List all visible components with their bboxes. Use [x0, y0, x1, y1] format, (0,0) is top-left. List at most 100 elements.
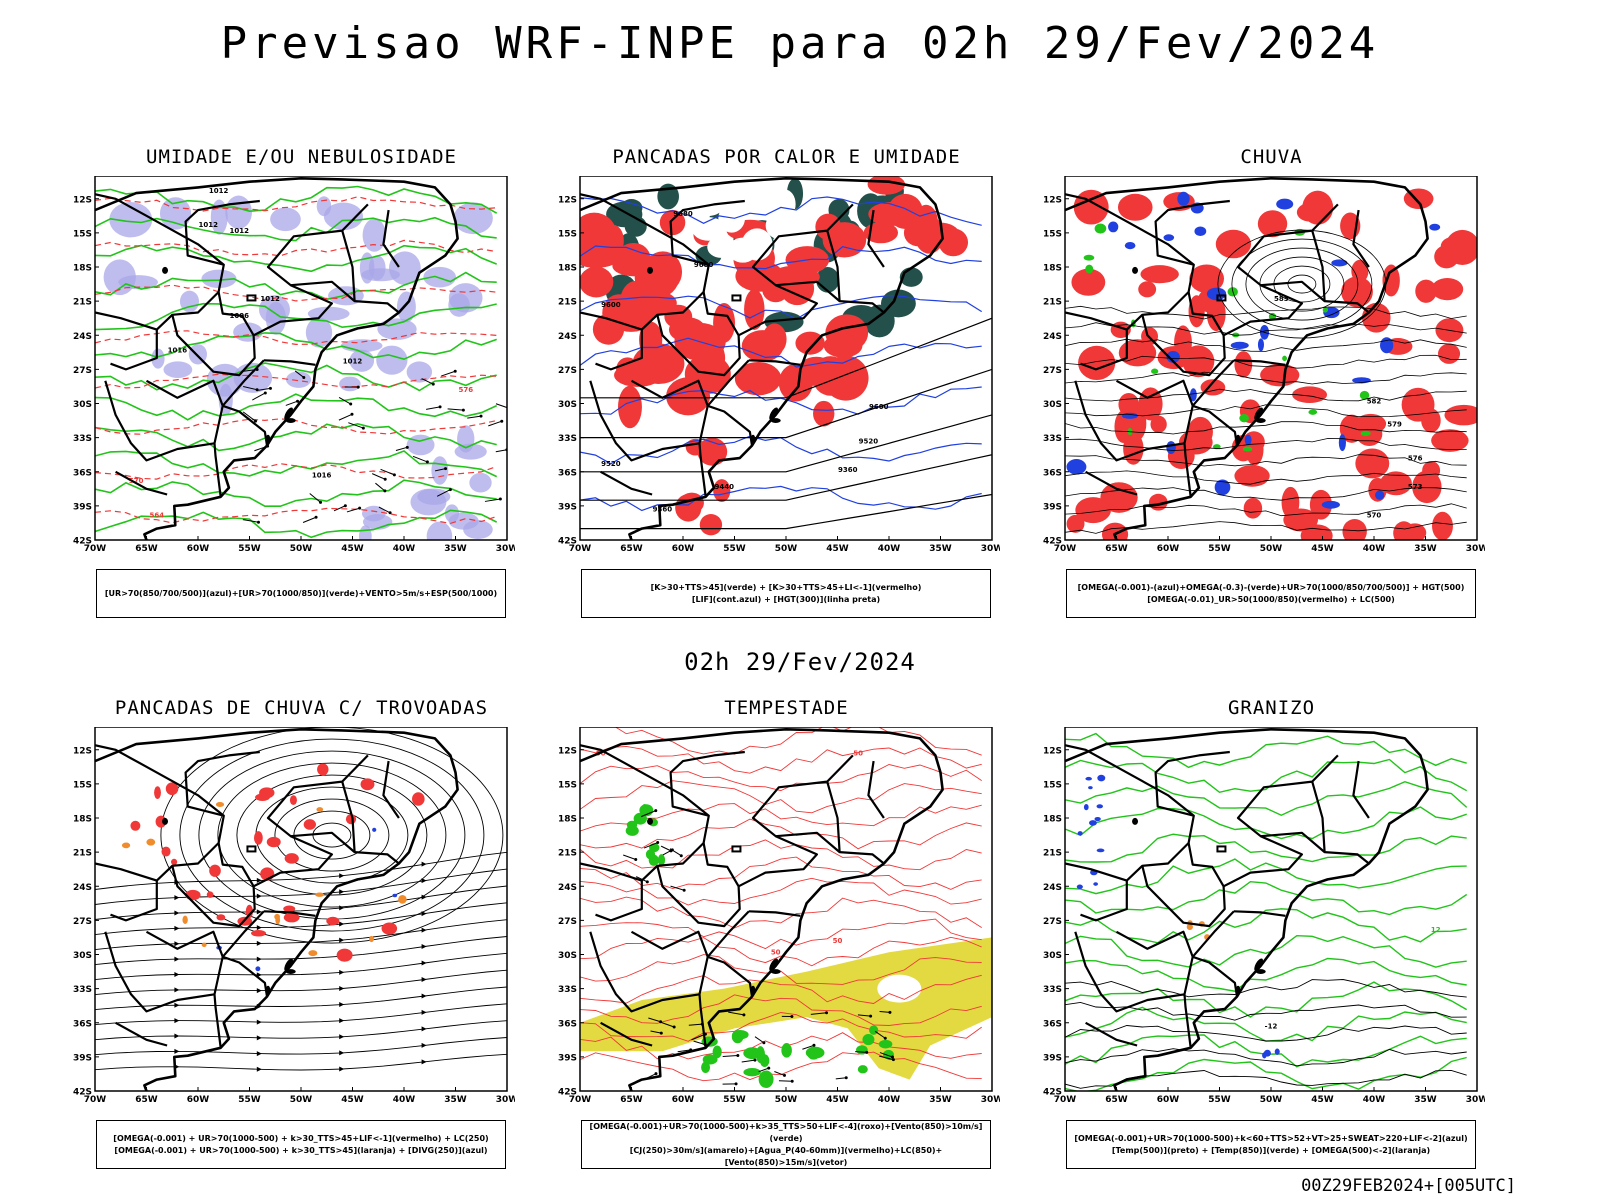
humidity-area — [463, 520, 493, 539]
lon-label: 70W — [84, 544, 107, 554]
reservoir — [731, 294, 742, 302]
lon-label: 60W — [1157, 1095, 1180, 1105]
streamline-arrow — [174, 910, 180, 916]
wind-vector-head — [431, 382, 435, 386]
lon-label: 65W — [135, 1095, 158, 1105]
hgt300-contour — [580, 368, 992, 439]
state-border — [1233, 359, 1286, 366]
wind-vector-head — [645, 880, 649, 884]
wind-vector — [243, 385, 258, 391]
lake — [1132, 266, 1139, 274]
state-border — [775, 280, 885, 314]
wind-vector — [371, 473, 386, 480]
instability-area-red — [762, 275, 790, 303]
streamline — [236, 774, 428, 896]
wind-vector — [447, 408, 464, 411]
state-border — [1260, 280, 1370, 314]
lon-label: 30W — [1466, 544, 1485, 554]
state-border — [145, 930, 224, 958]
precip-area-red — [1071, 268, 1106, 296]
precip-area-green — [1083, 254, 1095, 261]
lon-label: 35W — [929, 1095, 952, 1105]
state-border — [826, 781, 841, 853]
humidity-area — [270, 207, 301, 232]
wind-vector-head — [672, 1025, 676, 1029]
humidity-area — [201, 269, 237, 289]
precip-area-green — [1282, 355, 1288, 362]
streamline — [1065, 338, 1467, 352]
state-border — [1187, 842, 1225, 887]
state-border — [1311, 781, 1326, 853]
map-svg: 585 582 579 576 573 570 12S 15S 18S 21S 24S 27S 30S 3… — [1043, 176, 1485, 554]
state-border — [1141, 865, 1226, 928]
streamline — [179, 738, 485, 932]
precip-area-red — [1432, 511, 1453, 540]
contour-label: 1012 — [209, 187, 229, 195]
humidity-contour-green — [95, 332, 497, 361]
map-granizo: -12 12 12S 15S 18S 21S 24S 27S 30S 33S 36S 39S 42S 70… — [1025, 727, 1485, 1117]
map-pancadas-calor: 9680 9680 9600 9600 9520 9520 9440 9360 9360 12S 1… — [540, 176, 1000, 566]
humidity-area — [454, 443, 487, 460]
storm-area-red — [289, 795, 297, 805]
humidity-area — [163, 361, 193, 378]
wind-vector-head — [659, 1020, 663, 1024]
state-border — [867, 760, 885, 819]
divergence-area — [392, 893, 398, 898]
state-border — [1223, 754, 1339, 888]
map-content — [95, 727, 507, 1091]
streamline — [1065, 305, 1467, 320]
contour-label: 570 — [129, 477, 144, 485]
lake — [647, 817, 654, 825]
legend-trovoadas: [OMEGA(-0.001) + UR>70(1000-500) + k>30_… — [96, 1120, 506, 1169]
lat-label: 18S — [73, 815, 92, 825]
lat-label: 33S — [558, 985, 577, 995]
streamline — [95, 936, 507, 966]
hail-area-blue — [1262, 1052, 1267, 1059]
wind-vector-head — [358, 506, 362, 510]
wind-vector — [650, 1030, 662, 1034]
instability-area-red — [914, 204, 938, 240]
panel-umidade: UMIDADE E/OU NEBULOSIDADE — [95, 146, 508, 616]
humidity-contour-green — [95, 302, 497, 331]
state-border — [656, 865, 741, 928]
contour-label: 1012 — [199, 221, 219, 229]
water-vapor-contour — [580, 954, 982, 985]
wind-vector-head — [343, 504, 347, 508]
wind-vector-head — [767, 1066, 771, 1070]
lon-label: 60W — [672, 544, 695, 554]
temp850-contour — [1065, 957, 1467, 992]
wind-vector-head — [654, 1072, 658, 1076]
legend-line: [UR>70(850/700/500)](azul)+[UR>70(1000/8… — [104, 588, 498, 598]
contour-label: 570 — [1367, 511, 1382, 519]
wind-vector — [728, 1011, 744, 1016]
state-border — [104, 931, 215, 1013]
streamline-arrow — [339, 969, 345, 975]
lat-label: 42S — [558, 1088, 577, 1098]
water-vapor-contour — [580, 839, 982, 871]
lif-contour — [580, 196, 982, 226]
wind-area-green — [869, 1025, 879, 1035]
humidity-contour-green — [95, 244, 497, 273]
data-layer: 9680 9680 9600 9600 9520 9520 9440 9360 9360 — [580, 176, 992, 536]
instability-area-red — [778, 363, 813, 402]
precip-area-red — [1182, 345, 1215, 378]
lat-label: 33S — [1043, 985, 1062, 995]
wind-vector-head — [869, 1014, 873, 1018]
precip-area-green — [1360, 430, 1371, 436]
precip-area-green — [1242, 446, 1253, 452]
lagoon — [769, 958, 778, 971]
state-border — [1352, 209, 1370, 268]
wind-vector — [495, 449, 507, 453]
wind-vector — [677, 1049, 691, 1053]
streamline — [1245, 247, 1359, 321]
contour-label: 1012 — [229, 227, 249, 235]
lon-label: 45W — [341, 544, 364, 554]
wind-vector-head — [753, 1058, 757, 1062]
panel-granizo: GRANIZO — [1065, 697, 1478, 1167]
lat-label: 15S — [73, 780, 92, 790]
map-trovoadas: 12S 15S 18S 21S 24S 27S 30S 33S 36S 39S 42S 70W 65W 6… — [55, 727, 515, 1117]
lat-label: 39S — [73, 1053, 92, 1063]
streamline — [1287, 274, 1317, 294]
instability-area-red — [602, 294, 636, 332]
